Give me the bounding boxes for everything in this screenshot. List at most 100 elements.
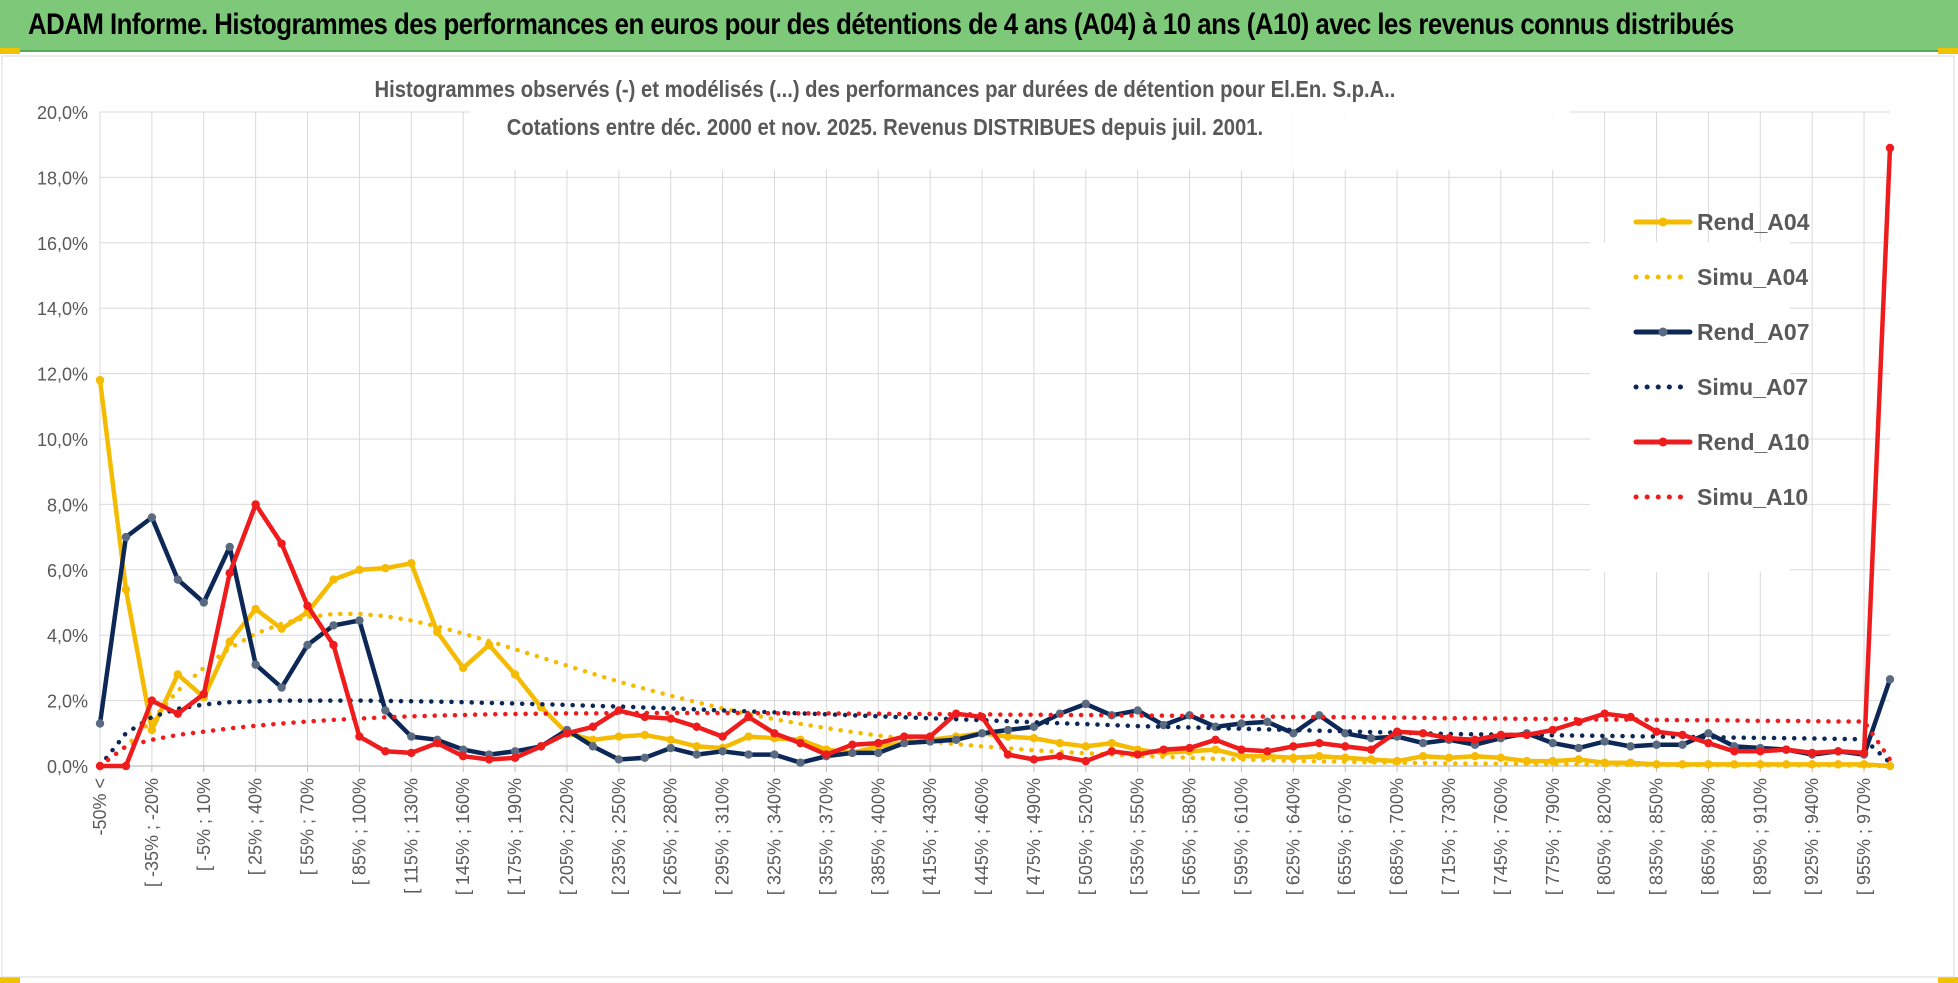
x-tick-label: [ 505% ; 520% [1076,778,1096,895]
series-line-simu_a04 [97,611,1893,769]
data-point-rend_a10 [510,753,520,763]
x-tick-label: [ 265% ; 280% [661,778,681,895]
data-point-rend_a07 [1159,720,1168,730]
data-point-rend_a10 [1807,748,1817,758]
data-point-rend_a10 [1548,725,1557,735]
data-point-rend_a10 [173,709,183,718]
data-point-rend_a10 [1418,729,1428,738]
x-tick-label: [ 685% ; 700% [1387,778,1407,895]
data-point-rend_a10 [822,750,831,759]
x-tick-label: [ 85% ; 100% [349,778,369,885]
x-tick-label: [ 805% ; 820% [1595,778,1615,895]
data-point-rend_a07 [199,598,208,607]
data-point-rend_a10 [692,722,701,731]
data-point-rend_a10 [1185,743,1194,753]
y-tick-label: 0,0% [47,757,88,777]
x-tick-label: [ 955% ; 970% [1854,778,1874,895]
y-tick-label: 10,0% [37,430,88,450]
data-point-rend_a07 [458,745,468,754]
x-tick-label: [ 55% ; 70% [298,778,318,875]
corner-accent-right [1938,48,1958,54]
x-tick-label: [ 775% ; 790% [1543,778,1563,895]
data-point-rend_a10 [458,751,468,761]
data-point-rend_a04 [95,375,105,385]
data-point-rend_a07 [692,750,701,759]
data-point-rend_a10 [433,738,442,748]
series-line-rend_a07 [97,515,1893,765]
data-point-rend_a07 [1081,699,1090,709]
data-point-rend_a07 [1366,734,1376,743]
data-point-rend_a04 [458,663,468,673]
data-point-rend_a10 [1107,747,1116,756]
x-tick-label: [ 385% ; 400% [868,778,888,895]
data-point-rend_a10 [1652,727,1661,736]
data-point-rend_a10 [718,732,727,741]
data-point-rend_a10 [225,568,234,578]
data-point-rend_a04 [1678,760,1687,769]
data-point-rend_a10 [1470,735,1480,745]
y-tick-label: 18,0% [37,168,88,188]
data-point-rend_a04 [588,735,598,745]
data-point-rend_a07 [329,621,338,630]
x-tick-label: [ 145% ; 160% [453,778,473,895]
legend-marker [1658,217,1668,227]
data-point-rend_a10 [251,500,260,509]
data-point-rend_a07 [951,735,961,745]
data-point-rend_a07 [1678,740,1687,749]
data-point-rend_a07 [225,542,234,552]
x-tick-label: [ 865% ; 880% [1698,778,1718,895]
data-point-rend_a07 [796,758,805,767]
data-point-rend_a10 [1003,750,1013,759]
data-point-rend_a07 [1652,740,1661,749]
x-tick-label: [ -5% ; 10% [194,778,214,871]
data-point-rend_a10 [1756,747,1765,756]
data-point-rend_a10 [848,740,857,749]
data-point-rend_a07 [173,575,183,584]
data-point-rend_a10 [1315,738,1324,748]
data-point-rend_a07 [1263,717,1272,727]
legend-label-rend_a04: Rend_A04 [1697,209,1810,235]
data-point-rend_a04 [744,732,753,741]
data-point-rend_a07 [277,683,286,692]
data-point-rend_a07 [640,753,649,763]
data-point-rend_a04 [433,627,442,637]
data-point-rend_a04 [121,585,131,594]
data-point-rend_a10 [925,732,935,741]
data-point-rend_a10 [1366,745,1376,754]
data-point-rend_a10 [381,747,390,756]
data-point-rend_a04 [1859,760,1869,769]
data-point-rend_a07 [381,706,390,715]
data-point-rend_a10 [1392,727,1402,736]
series-line-rend_a10 [97,145,1893,769]
data-point-rend_a07 [1237,719,1246,728]
corner-accent-left [0,48,20,54]
legend-marker [1658,437,1668,447]
data-point-rend_a04 [355,565,364,574]
data-point-rend_a10 [1885,143,1895,153]
x-tick-label: [ -35% ; -20% [142,778,162,887]
legend-label-simu_a10: Simu_A10 [1697,484,1808,510]
data-point-rend_a04 [1003,732,1013,741]
y-tick-label: 2,0% [47,692,88,712]
data-point-rend_a04 [614,732,624,741]
data-point-rend_a07 [848,748,857,758]
data-point-rend_a10 [303,601,312,610]
data-point-rend_a04 [1315,751,1324,761]
data-point-rend_a07 [718,747,727,756]
data-point-rend_a10 [1029,755,1039,764]
x-tick-label: [ 115% ; 130% [401,778,421,894]
data-point-rend_a10 [329,640,338,650]
data-point-rend_a10 [1522,730,1532,740]
data-point-rend_a04 [251,604,260,614]
data-point-rend_a04 [1029,734,1039,743]
line-chart: 0,0% 2,0% 4,0% 6,0% 8,0% 10,0% 12,0% 14,0% 16,0%… [1,55,1955,978]
data-point-rend_a07 [510,747,520,756]
data-point-rend_a07 [1548,738,1557,748]
corner-accent-bottom-right [1938,977,1958,983]
data-point-rend_a10 [355,732,364,741]
data-point-rend_a07 [407,732,416,741]
legend-background [1590,242,1790,572]
data-point-rend_a07 [874,748,883,758]
data-point-rend_a10 [199,689,208,699]
y-tick-label: 14,0% [37,299,88,319]
